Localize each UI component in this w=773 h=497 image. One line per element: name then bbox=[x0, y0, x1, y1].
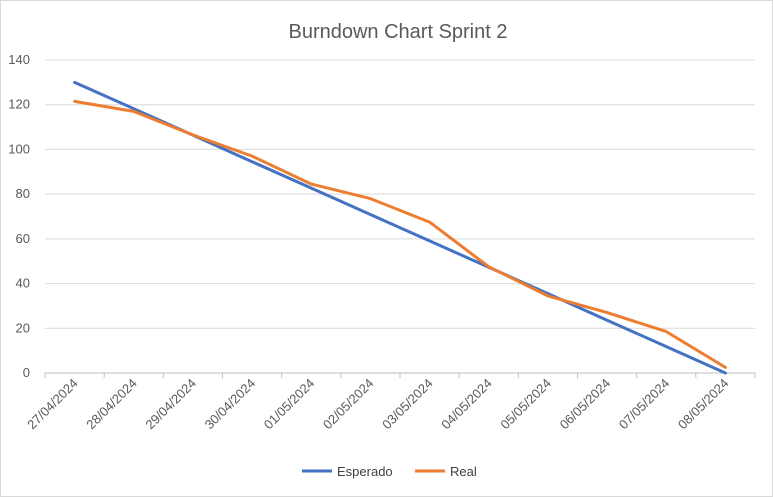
x-tick-label: 04/05/2024 bbox=[438, 376, 495, 433]
series-line-real bbox=[73, 99, 727, 369]
x-tick-label: 07/05/2024 bbox=[616, 376, 673, 433]
y-tick-label: 60 bbox=[16, 231, 30, 246]
gridlines bbox=[45, 59, 755, 374]
y-tick-label: 40 bbox=[16, 276, 30, 291]
x-tick-label: 08/05/2024 bbox=[675, 376, 732, 433]
x-tick-label: 05/05/2024 bbox=[497, 376, 554, 433]
x-axis-ticks: 27/04/2024 28/04/2024 29/04/2024 30/04/2024… bbox=[24, 373, 756, 433]
y-tick-label: 80 bbox=[16, 186, 30, 201]
x-tick-label: 27/04/2024 bbox=[24, 376, 81, 433]
x-tick-label: 03/05/2024 bbox=[379, 376, 436, 433]
series-lines bbox=[73, 80, 727, 375]
x-tick-label: 29/04/2024 bbox=[142, 376, 199, 433]
y-tick-label: 0 bbox=[23, 365, 30, 380]
x-tick-label: 06/05/2024 bbox=[557, 376, 614, 433]
x-tick-label: 28/04/2024 bbox=[83, 376, 140, 433]
legend: Esperado Real bbox=[302, 464, 477, 479]
y-tick-label: 120 bbox=[8, 97, 30, 112]
legend-label-real: Real bbox=[450, 464, 477, 479]
x-tick-label: 01/05/2024 bbox=[261, 376, 318, 433]
x-tick-label: 02/05/2024 bbox=[320, 376, 377, 433]
y-tick-label: 20 bbox=[16, 320, 30, 335]
chart-title: Burndown Chart Sprint 2 bbox=[288, 21, 507, 43]
legend-label-esperado: Esperado bbox=[337, 464, 393, 479]
y-tick-label: 100 bbox=[8, 141, 30, 156]
y-tick-label: 140 bbox=[8, 52, 30, 67]
y-axis-ticks: 0 20 40 60 80 100 120 140 bbox=[8, 52, 30, 380]
x-tick-label: 30/04/2024 bbox=[202, 376, 259, 433]
